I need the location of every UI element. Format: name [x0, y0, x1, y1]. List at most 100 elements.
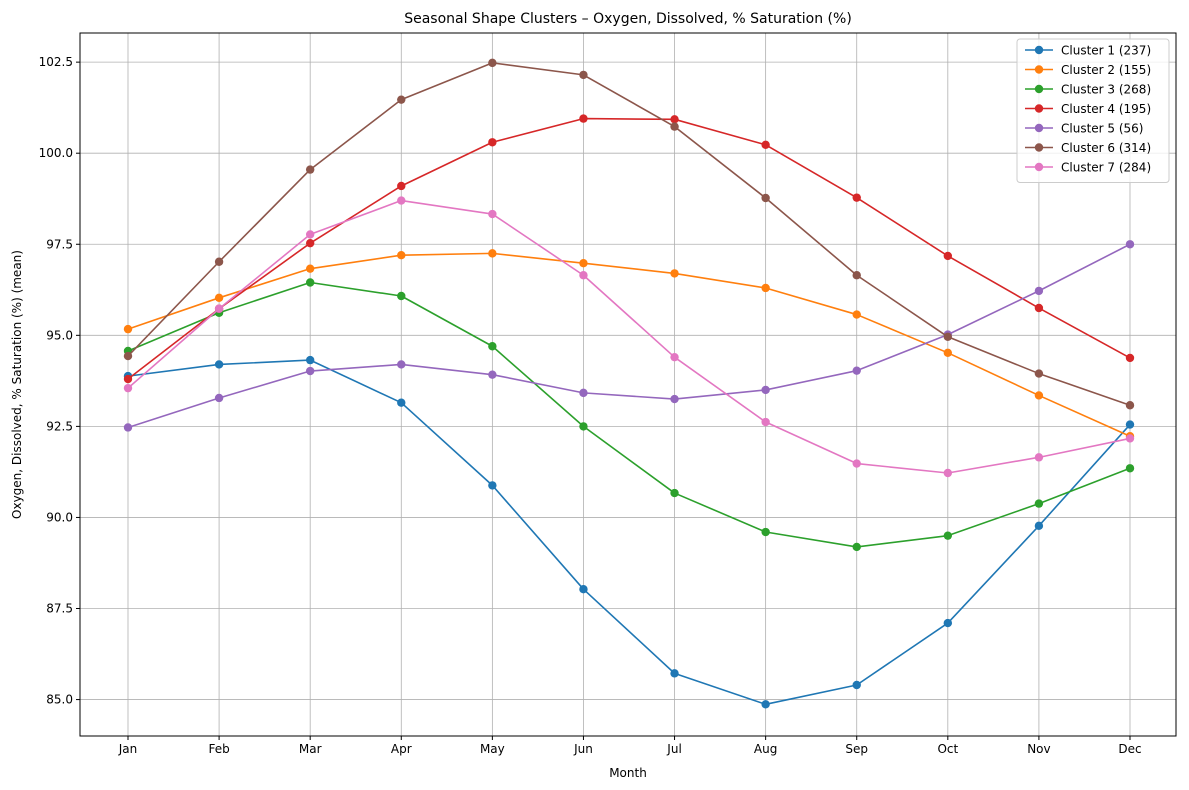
y-tick-label: 92.5 — [46, 419, 73, 433]
data-point — [397, 360, 406, 369]
data-point — [761, 417, 770, 427]
data-point — [1125, 240, 1135, 249]
x-tick-label: Aug — [754, 742, 777, 756]
y-tick-label: 100.0 — [39, 146, 73, 160]
data-point — [1125, 353, 1135, 363]
legend-entry: Cluster 3 (268) — [1025, 83, 1151, 97]
data-point — [397, 250, 406, 260]
data-point — [214, 360, 224, 369]
legend-marker — [1034, 45, 1044, 55]
series-line — [127, 117, 1131, 380]
data-point — [397, 95, 406, 104]
data-point — [852, 193, 861, 202]
data-point — [670, 269, 679, 278]
series-group — [123, 58, 1135, 709]
data-point — [579, 259, 588, 268]
legend: Cluster 1 (237) Cluster 2 (155) Cluster 3 … — [1016, 38, 1170, 183]
data-point — [761, 700, 770, 709]
legend-label: Cluster 2 (155) — [1061, 63, 1151, 77]
data-point — [397, 398, 406, 407]
data-point — [579, 388, 588, 398]
data-point — [488, 481, 497, 490]
data-point — [943, 332, 953, 341]
data-point — [761, 283, 770, 293]
data-point — [305, 278, 315, 287]
x-axis-title: Month — [609, 766, 647, 780]
legend-marker — [1034, 143, 1044, 152]
data-point — [943, 531, 953, 540]
legend-label: Cluster 6 (314) — [1061, 141, 1151, 155]
series-2 — [123, 249, 1135, 441]
data-point — [761, 385, 770, 395]
data-point — [305, 366, 315, 376]
legend-entry: Cluster 5 (56) — [1025, 122, 1144, 136]
data-point — [123, 374, 133, 384]
data-point — [488, 209, 497, 219]
data-point — [943, 348, 953, 358]
legend-label: Cluster 4 (195) — [1061, 102, 1151, 116]
data-point — [488, 58, 497, 68]
legend-entry: Cluster 6 (314) — [1025, 141, 1151, 155]
data-point — [1125, 464, 1135, 473]
data-point — [488, 249, 497, 258]
x-tick-label: Dec — [1118, 742, 1141, 756]
data-point — [488, 138, 497, 147]
data-point — [305, 230, 315, 239]
data-point — [214, 293, 224, 303]
data-point — [488, 342, 497, 351]
series-7 — [123, 196, 1135, 478]
data-point — [579, 271, 588, 280]
y-tick-label: 97.5 — [46, 237, 73, 251]
data-point — [1034, 391, 1044, 400]
legend-marker — [1034, 123, 1044, 133]
data-point — [761, 527, 770, 537]
data-point — [670, 488, 679, 498]
data-point — [670, 352, 679, 362]
x-tick-label: Jun — [573, 742, 593, 756]
y-axis-title: Oxygen, Dissolved, % Saturation (%) (mea… — [10, 250, 24, 519]
data-point — [397, 196, 406, 205]
data-point — [943, 468, 953, 478]
data-point — [305, 238, 315, 248]
legend-label: Cluster 3 (268) — [1061, 83, 1151, 97]
y-tick-label: 90.0 — [46, 510, 73, 524]
data-point — [852, 310, 861, 319]
y-tick-label: 95.0 — [46, 328, 73, 342]
legend-entry: Cluster 1 (237) — [1025, 44, 1151, 58]
legend-label: Cluster 5 (56) — [1061, 122, 1144, 136]
x-tick-label: Oct — [937, 742, 958, 756]
data-point — [852, 459, 861, 468]
data-point — [1034, 521, 1044, 531]
series-line — [127, 359, 1131, 706]
y-tick-label: 85.0 — [46, 693, 73, 707]
data-point — [488, 370, 497, 379]
data-point — [397, 181, 406, 191]
axis-ticks: Jan Feb Mar Apr May Jun Jul Aug Sep Oct Nov Dec 85.0… — [39, 55, 1142, 756]
data-point — [123, 423, 133, 432]
series-1 — [123, 355, 1135, 709]
series-line — [127, 252, 1131, 437]
data-point — [852, 542, 861, 552]
data-point — [579, 70, 588, 80]
legend-entry: Cluster 4 (195) — [1025, 102, 1151, 116]
data-point — [761, 193, 770, 203]
grid — [80, 33, 1176, 736]
data-point — [214, 393, 224, 403]
data-point — [670, 669, 679, 678]
data-point — [123, 383, 133, 393]
data-point — [670, 122, 679, 131]
series-line — [127, 199, 1131, 474]
data-point — [670, 394, 679, 404]
x-tick-label: Mar — [299, 742, 322, 756]
data-point — [1034, 286, 1044, 296]
data-point — [579, 585, 588, 594]
data-point — [943, 251, 953, 261]
chart-title: Seasonal Shape Clusters – Oxygen, Dissol… — [404, 11, 852, 27]
data-point — [305, 165, 315, 174]
data-point — [397, 291, 406, 301]
legend-entry: Cluster 7 (284) — [1025, 161, 1151, 175]
data-point — [1034, 499, 1044, 508]
data-point — [852, 680, 861, 690]
data-point — [579, 114, 588, 123]
